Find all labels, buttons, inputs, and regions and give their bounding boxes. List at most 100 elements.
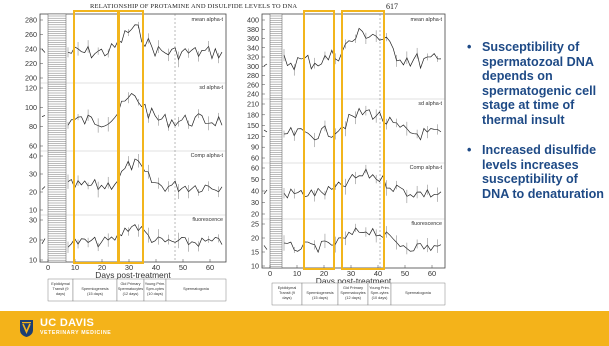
y-tick-label: 90: [251, 143, 259, 152]
data-trace: [67, 24, 223, 61]
y-tick-label: 60: [29, 142, 37, 151]
bullet-list: • Susceptibility of spermatozoal DNA depe…: [462, 40, 604, 217]
bullet-item: • Increased disulfide levels increases su…: [462, 143, 604, 201]
data-trace: [263, 129, 268, 133]
stage-label: Gid Primary: [343, 286, 363, 290]
y-tick-label: 320: [247, 53, 259, 62]
stage-label: Spermatocytes: [340, 291, 365, 295]
y-tick-label: 20: [251, 210, 259, 219]
stage-label: Young Prim.: [369, 286, 390, 290]
stage-label: Spermatogonia: [405, 291, 432, 295]
plot-frame: [261, 13, 446, 269]
data-trace: [263, 189, 268, 195]
stage-label: Transit (9: [53, 287, 69, 291]
y-tick-label: 360: [247, 34, 259, 43]
stage-cell: [165, 278, 227, 302]
bullet-item: • Susceptibility of spermatozoal DNA depe…: [462, 40, 604, 127]
stage-label: Spermatogonia: [183, 287, 210, 291]
x-axis-label: Days post-treatment: [95, 270, 171, 280]
stage-label: Spermiogenesis: [306, 291, 333, 295]
y-tick-label: 60: [251, 164, 259, 173]
stage-label: (10 days): [372, 296, 389, 300]
stage-cell: [390, 282, 446, 306]
x-tick-label: 60: [206, 263, 214, 272]
x-tick-label: 20: [98, 263, 106, 272]
y-tick-label: 10: [251, 262, 259, 271]
page-number: 617: [386, 2, 398, 11]
stage-label: (12 days): [123, 292, 140, 296]
epididymal-hatch: [47, 13, 67, 263]
y-tick-label: 260: [25, 30, 37, 39]
x-tick-label: 60: [428, 269, 436, 278]
data-trace: [41, 48, 46, 53]
bullet-text: Susceptibility of spermatozoal DNA depen…: [482, 40, 597, 127]
stage-label: (12 days): [345, 296, 362, 300]
panel-label: mean alpha-t: [411, 17, 443, 23]
highlight-box: [73, 10, 119, 264]
y-tick-label: 340: [247, 43, 259, 52]
y-tick-label: 40: [251, 187, 259, 196]
panel-label: Comp alpha-t: [410, 165, 443, 171]
y-tick-label: 220: [25, 59, 37, 68]
y-tick-label: 10: [29, 256, 37, 265]
y-tick-label: 150: [247, 121, 259, 130]
bullet-text: Increased disulfide levels increases sus…: [482, 143, 604, 201]
stage-label: Transit (9: [279, 291, 295, 295]
y-tick-label: 25: [251, 220, 259, 229]
x-tick-label: 30: [347, 269, 355, 278]
stage-label: days): [56, 292, 66, 296]
y-tick-label: 280: [247, 71, 259, 80]
data-trace: [41, 238, 46, 245]
data-trace: [263, 245, 268, 250]
stage-label: Epididymal: [278, 286, 297, 290]
y-tick-label: 120: [247, 132, 259, 141]
y-tick-label: 100: [25, 103, 37, 112]
x-tick-label: 10: [71, 263, 79, 272]
running-title: RELATIONSHIP OF PROTAMINE AND DISULFIDE …: [90, 3, 298, 10]
y-tick-label: 80: [29, 122, 37, 131]
data-trace: [67, 224, 223, 248]
y-tick-label: 50: [251, 175, 259, 184]
x-tick-label: 10: [293, 269, 301, 278]
y-tick-label: 260: [247, 80, 259, 89]
data-trace: [263, 63, 268, 67]
panel-label: fluorescence: [192, 217, 223, 223]
y-tick-label: 20: [251, 234, 259, 243]
stage-label: (15 days): [87, 292, 104, 296]
highlight-box: [341, 10, 385, 270]
x-axis-label: Days post-treatment: [316, 276, 392, 286]
y-tick-label: 30: [29, 170, 37, 179]
x-tick-label: 0: [268, 269, 272, 278]
data-trace: [283, 107, 442, 141]
y-tick-label: 400: [247, 16, 259, 25]
data-trace: [41, 186, 46, 190]
y-tick-label: 180: [247, 110, 259, 119]
stage-label: (15 days): [312, 296, 329, 300]
epididymal-hatch: [269, 13, 283, 269]
data-trace: [67, 92, 223, 129]
stage-label: Spermatocytes: [118, 287, 143, 291]
logo-main-text: UC DAVIS: [40, 316, 95, 329]
x-tick-label: 20: [320, 269, 328, 278]
footer-bar: UC DAVIS VETERINARY MEDICINE: [0, 311, 609, 346]
y-tick-label: 200: [25, 74, 37, 83]
highlight-box: [118, 10, 144, 264]
stage-label: Young Prim.: [145, 282, 166, 286]
y-tick-label: 240: [247, 90, 259, 99]
logo-sub-text: VETERINARY MEDICINE: [40, 329, 112, 336]
scanned-figure: RELATIONSHIP OF PROTAMINE AND DISULFIDE …: [25, 2, 446, 306]
y-tick-label: 20: [29, 236, 37, 245]
y-tick-label: 240: [25, 45, 37, 54]
y-tick-label: 120: [25, 84, 37, 93]
data-trace: [67, 158, 223, 193]
data-trace: [283, 227, 442, 254]
data-trace: [283, 168, 442, 199]
y-tick-label: 30: [251, 198, 259, 207]
stage-label: (10 days): [147, 292, 164, 296]
stage-label: Gid Primary: [120, 282, 140, 286]
bullet-dot-icon: •: [467, 143, 472, 157]
x-tick-label: 30: [125, 263, 133, 272]
shield-icon: [20, 319, 33, 337]
